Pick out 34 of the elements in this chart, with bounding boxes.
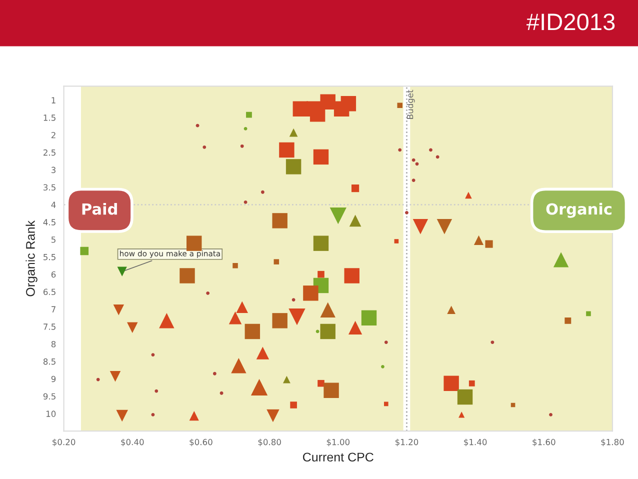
x-tick-label: $1.40 xyxy=(464,438,487,446)
y-tick-label: 5 xyxy=(52,236,56,243)
band-label: Paid xyxy=(82,202,117,215)
y-tick-label: 2 xyxy=(51,132,56,138)
y-tick-label: 2.5 xyxy=(44,149,56,156)
x-tick-label: $1.80 xyxy=(601,438,624,446)
y-tick-label: 6 xyxy=(51,271,56,278)
x-axis-title: Current CPC xyxy=(303,452,374,462)
y-axis-title: Organic Rank xyxy=(26,220,38,296)
y-tick-label: 4.5 xyxy=(43,219,56,226)
y-tick-label: 8 xyxy=(51,340,56,348)
y-tick-label: 7 xyxy=(52,306,56,312)
y-tick-label: 7.5 xyxy=(44,324,56,330)
y-tick-label: 8.5 xyxy=(43,358,56,365)
y-tick-label: 1.5 xyxy=(44,114,56,121)
y-tick-label: 10 xyxy=(46,410,56,417)
y-tick-label: 3.5 xyxy=(44,184,56,191)
y-tick-label: 6.5 xyxy=(43,288,56,296)
x-tick-label: $1.20 xyxy=(395,438,418,446)
y-tick-label: 9.5 xyxy=(43,393,56,400)
chart-title: #ID2013 xyxy=(526,14,615,30)
y-tick-label: 9 xyxy=(51,376,56,382)
ref-line-label: Budget xyxy=(406,90,415,119)
x-tick-label: $1.00 xyxy=(326,438,350,446)
x-tick-label: $0.80 xyxy=(258,438,281,446)
y-tick-label: 5.5 xyxy=(44,254,56,260)
x-tick-label: $0.40 xyxy=(121,438,144,446)
y-tick-label: 3 xyxy=(51,166,56,174)
y-tick-label: 4 xyxy=(51,202,56,208)
x-tick-label: $0.20 xyxy=(52,438,76,446)
band-label: Organic xyxy=(546,202,612,218)
y-tick-label: 1 xyxy=(52,97,56,104)
x-tick-label: $0.60 xyxy=(190,438,212,446)
x-tick-label: $1.60 xyxy=(532,438,556,446)
